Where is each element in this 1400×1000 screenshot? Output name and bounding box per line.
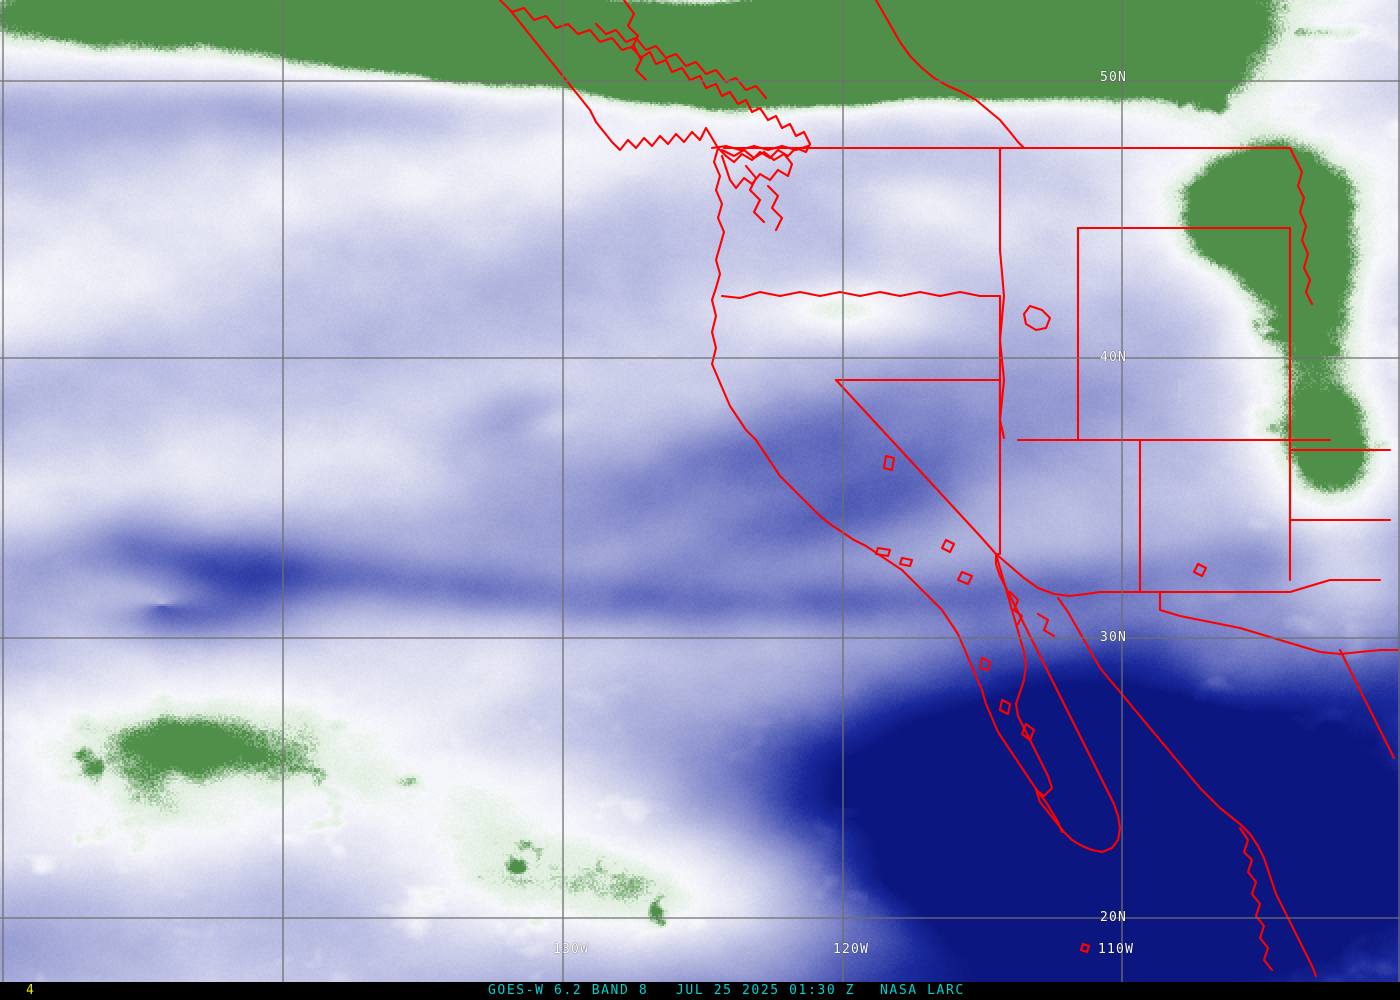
frame-number-label: 4 [26, 983, 34, 998]
agency-label: NASA LARC [880, 983, 965, 998]
longitude-label-130w: 130W [553, 942, 590, 957]
status-bar: 4 GOES-W 6.2 BAND 8 JUL 25 2025 01:30 Z … [0, 982, 1400, 1000]
latitude-label-40n: 40N [1100, 350, 1128, 365]
sensor-band-label: GOES-W 6.2 BAND 8 [488, 983, 649, 998]
longitude-label-120w: 120W [833, 942, 870, 957]
latitude-label-20n: 20N [1100, 910, 1128, 925]
longitude-label-110w: 110W [1098, 942, 1135, 957]
latitude-label-50n: 50N [1100, 70, 1128, 85]
timestamp-label: JUL 25 2025 01:30 Z [676, 983, 856, 998]
latitude-label-30n: 30N [1100, 630, 1128, 645]
